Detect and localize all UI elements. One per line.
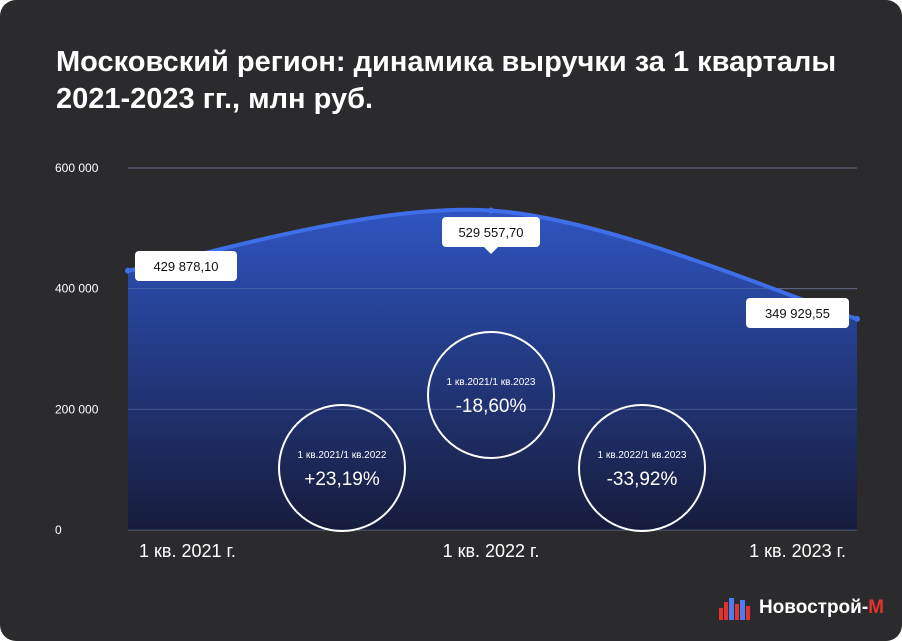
y-tick-label: 600 000 [55,161,99,175]
city-skyline-icon [718,598,750,620]
y-tick-label: 400 000 [55,282,99,296]
y-tick-label: 200 000 [55,402,99,416]
y-tick-label: 0 [55,523,62,537]
brand-logo: Новострой-М [718,595,884,621]
area-fill [128,209,857,530]
data-value-text: 529 557,70 [458,225,523,240]
comparison-value: -18,60% [456,396,527,417]
chart-title: Московский регион: динамика выручки за 1… [56,44,856,118]
title-line-2: 2021-2023 гг., млн руб. [56,83,374,115]
data-value-label: 349 929,55 [746,298,849,328]
data-point [125,267,131,274]
title-line-1: Московский регион: динамика выручки за 1… [56,46,837,78]
comparison-value: -33,92% [607,469,678,490]
data-point [488,207,494,214]
comparison-circle: 1 кв.2021/1 кв.2023 -18,60% [427,331,555,459]
comparison-label: 1 кв.2021/1 кв.2022 [298,450,387,461]
brand-name: Новострой-М [758,597,884,618]
x-tick-label: 1 кв. 2021 г. [139,541,236,561]
data-value-label: 529 557,70 [442,217,540,254]
data-point [854,315,860,322]
x-tick-label: 1 кв. 2023 г. [749,541,846,561]
x-tick-label: 1 кв. 2022 г. [443,541,540,561]
comparison-circle: 1 кв.2022/1 кв.2023 -33,92% [578,404,706,532]
comparison-label: 1 кв.2022/1 кв.2023 [598,450,687,461]
comparison-label: 1 кв.2021/1 кв.2023 [447,377,536,388]
data-value-text: 429 878,10 [153,259,218,274]
comparison-circle: 1 кв.2021/1 кв.2022 +23,19% [278,404,406,532]
data-value-label: 429 878,10 [135,251,237,281]
comparison-value: +23,19% [304,469,380,490]
data-value-text: 349 929,55 [765,306,830,321]
